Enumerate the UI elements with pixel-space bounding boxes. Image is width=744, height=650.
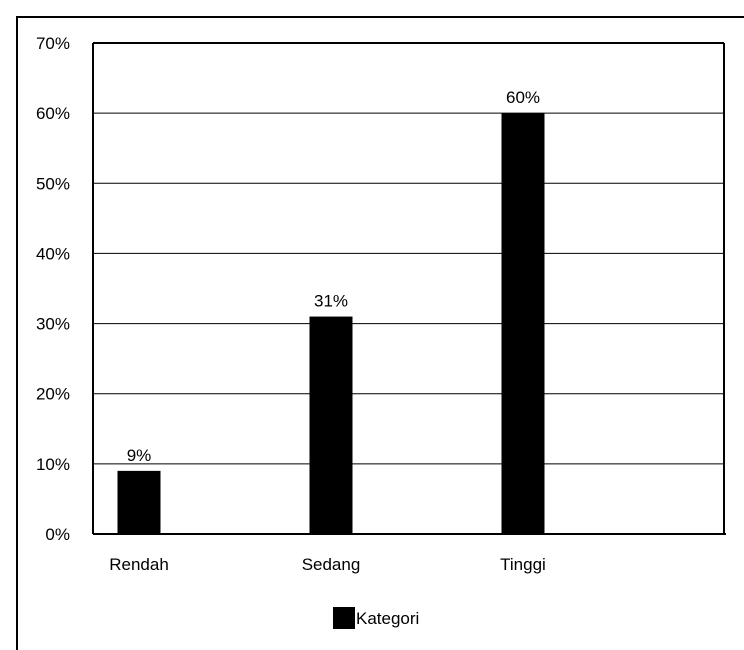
y-tick-label-0: 0% — [45, 525, 70, 544]
x-tick-label-rendah: Rendah — [109, 555, 169, 574]
legend-label: Kategori — [356, 609, 419, 628]
y-tick-label-7: 70% — [36, 34, 70, 53]
data-label-rendah: 9% — [127, 446, 152, 465]
y-tick-label-5: 50% — [36, 174, 70, 193]
y-tick-label-3: 30% — [36, 315, 70, 334]
y-tick-label-1: 10% — [36, 455, 70, 474]
y-tick-label-6: 60% — [36, 104, 70, 123]
bar-tinggi — [501, 113, 545, 535]
x-tick-label-sedang: Sedang — [302, 555, 361, 574]
data-label-sedang: 31% — [314, 292, 348, 311]
y-tick-label-4: 40% — [36, 244, 70, 263]
chart-frame — [16, 16, 744, 650]
legend-swatch — [333, 607, 355, 629]
bar-rendah — [117, 470, 161, 534]
y-tick-label-2: 20% — [36, 385, 70, 404]
x-tick-label-tinggi: Tinggi — [500, 555, 546, 574]
bar-sedang — [309, 316, 353, 534]
data-label-tinggi: 60% — [506, 88, 540, 107]
